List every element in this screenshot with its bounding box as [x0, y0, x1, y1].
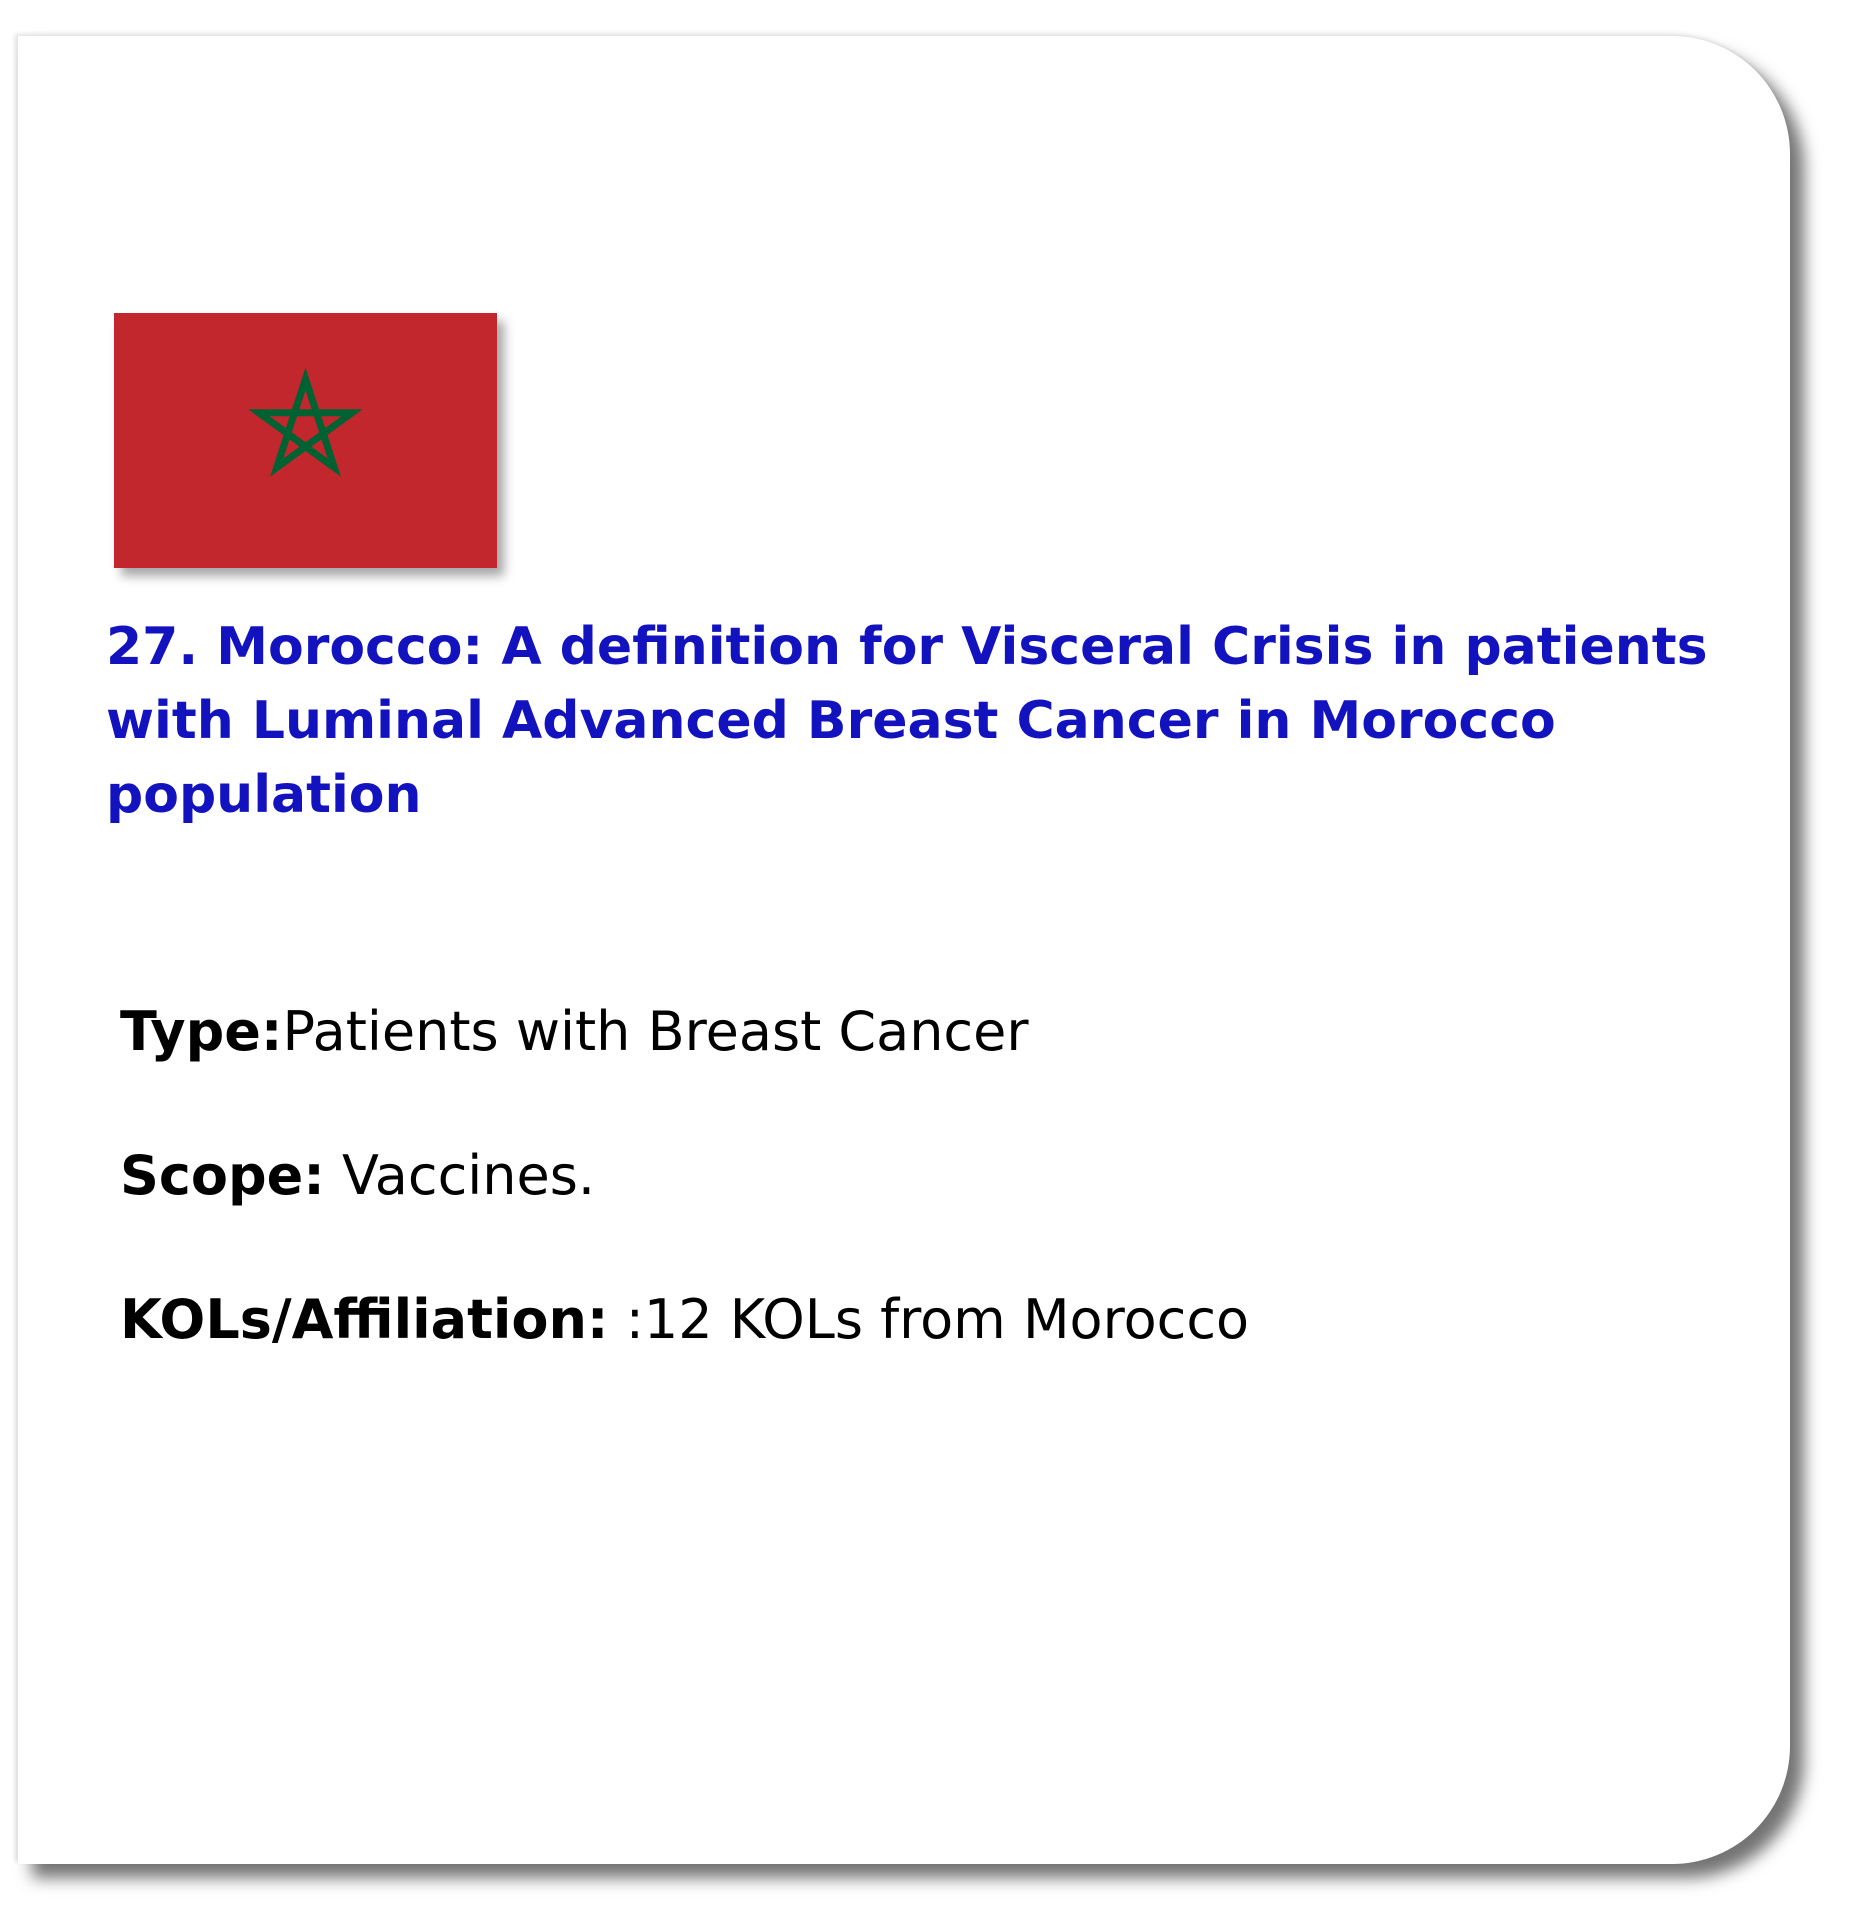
kols-affiliation-value: :12 KOLs from Morocco: [608, 1288, 1250, 1351]
type-field: Type:Patients with Breast Cancer: [120, 1000, 1029, 1064]
scope-label: Scope:: [120, 1144, 325, 1207]
kols-affiliation-field: KOLs/Affiliation: :12 KOLs from Morocco: [120, 1288, 1249, 1352]
project-card: 27. Morocco: A definition for Visceral C…: [18, 36, 1790, 1864]
scope-field: Scope: Vaccines.: [120, 1144, 595, 1208]
type-label: Type:: [120, 1000, 283, 1063]
pentagram-star-icon: [248, 367, 363, 477]
page-title: 27. Morocco: A definition for Visceral C…: [106, 617, 1708, 825]
scope-value: Vaccines.: [324, 1144, 596, 1207]
morocco-flag: [114, 313, 497, 568]
kols-affiliation-label: KOLs/Affiliation:: [120, 1288, 609, 1351]
type-value: Patients with Breast Cancer: [282, 1000, 1029, 1063]
